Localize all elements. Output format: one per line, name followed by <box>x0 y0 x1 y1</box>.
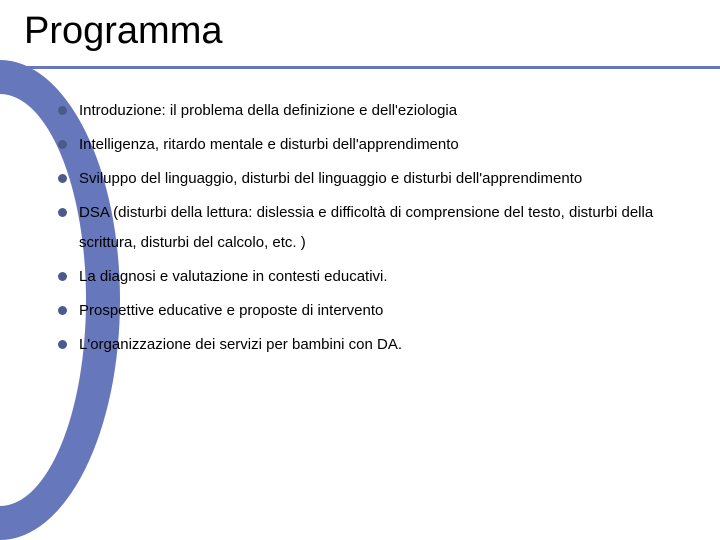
list-item: DSA (disturbi della lettura: dislessia e… <box>58 198 698 258</box>
list-item-text: DSA (disturbi della lettura: dislessia e… <box>79 198 698 258</box>
bullet-list: Introduzione: il problema della definizi… <box>58 96 698 364</box>
bullet-icon <box>58 106 67 115</box>
list-item-text: Prospettive educative e proposte di inte… <box>79 296 383 326</box>
list-item: La diagnosi e valutazione in contesti ed… <box>58 262 698 292</box>
slide-title: Programma <box>24 10 720 53</box>
list-item: Introduzione: il problema della definizi… <box>58 96 698 126</box>
list-item: Sviluppo del linguaggio, disturbi del li… <box>58 164 698 194</box>
title-region: Programma <box>0 0 720 53</box>
list-item-text: L'organizzazione dei servizi per bambini… <box>79 330 402 360</box>
list-item-text: Intelligenza, ritardo mentale e disturbi… <box>79 130 459 160</box>
list-item: Intelligenza, ritardo mentale e disturbi… <box>58 130 698 160</box>
bullet-icon <box>58 340 67 349</box>
bullet-icon <box>58 272 67 281</box>
bullet-icon <box>58 208 67 217</box>
list-item: Prospettive educative e proposte di inte… <box>58 296 698 326</box>
bullet-icon <box>58 306 67 315</box>
bullet-icon <box>58 174 67 183</box>
list-item: L'organizzazione dei servizi per bambini… <box>58 330 698 360</box>
list-item-text: La diagnosi e valutazione in contesti ed… <box>79 262 388 292</box>
list-item-text: Introduzione: il problema della definizi… <box>79 96 457 126</box>
header-underline <box>0 66 720 69</box>
bullet-icon <box>58 140 67 149</box>
slide-container: Programma Introduzione: il problema dell… <box>0 0 720 540</box>
list-item-text: Sviluppo del linguaggio, disturbi del li… <box>79 164 582 194</box>
